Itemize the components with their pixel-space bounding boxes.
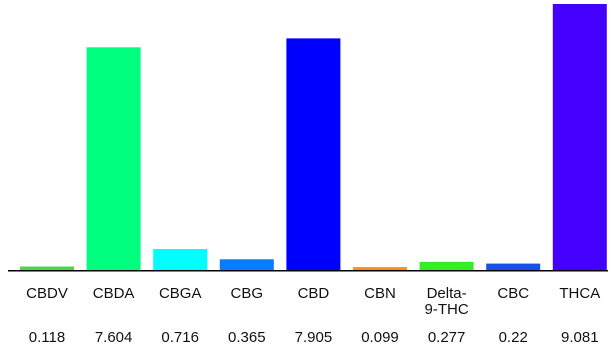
category-label: CBDA (93, 285, 135, 302)
category-label: CBGA (159, 285, 202, 302)
category-label: Delta-9-THC (425, 285, 469, 318)
bars-group (20, 4, 607, 271)
bar-cbda (86, 47, 141, 270)
value-label: 0.22 (499, 329, 528, 346)
category-labels-group: CBDV CBDA CBGA CBG CBD CBN Delta-9-THC CBC THCA (26, 285, 600, 318)
category-label: CBC (497, 285, 529, 302)
bar-thca (552, 4, 607, 270)
value-label: 0.716 (161, 329, 199, 346)
bar-cbg (219, 259, 274, 270)
category-label: CBDV (26, 285, 68, 302)
bar-cbd (286, 38, 341, 271)
bar-delta-9-thc (419, 261, 474, 270)
value-label: 9.081 (561, 329, 599, 346)
category-label: CBN (364, 285, 396, 302)
value-label: 7.905 (295, 329, 333, 346)
value-label: 0.365 (228, 329, 266, 346)
category-label: CBD (298, 285, 330, 302)
bar-cbga (153, 249, 208, 270)
value-label: 0.099 (361, 329, 399, 346)
bar-cbc (486, 263, 541, 270)
value-label: 7.604 (95, 329, 133, 346)
bar-cbdv (20, 266, 74, 270)
value-labels-group: 0.118 7.604 0.716 0.365 7.905 0.099 0.277 0.22 9… (29, 329, 599, 346)
value-label: 0.118 (29, 329, 65, 346)
bar-cbn (353, 267, 407, 270)
value-label: 0.277 (428, 329, 466, 346)
category-label: CBG (231, 285, 264, 302)
category-label: THCA (559, 285, 600, 302)
